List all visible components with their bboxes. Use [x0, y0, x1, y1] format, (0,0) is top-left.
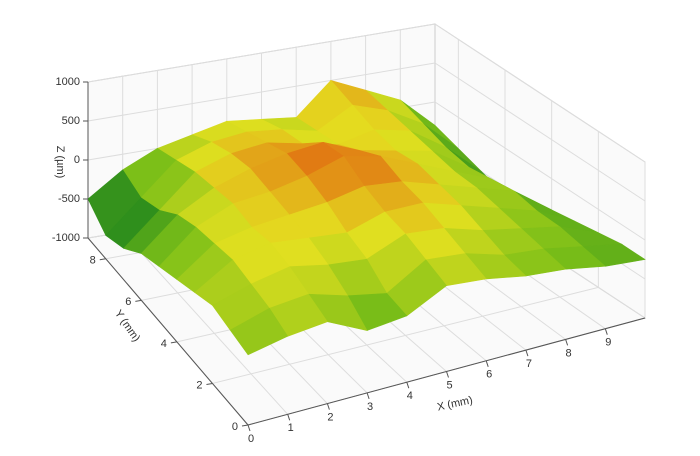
- y-tick: [99, 258, 106, 261]
- surface-cell: [229, 307, 289, 356]
- grid-line: [87, 23, 436, 83]
- y-tick-label: 0: [232, 421, 238, 433]
- labels: 0 1 2 3 4 5 6 7 8 9 0 2 4 6 8 -1000 -500 0 500 1000: [52, 76, 612, 445]
- x-tick: [366, 392, 370, 400]
- surface: [87, 79, 646, 356]
- x-tick: [485, 360, 489, 367]
- x-tick: [326, 403, 330, 410]
- x-tick: [565, 339, 569, 346]
- x-tick-label: 1: [288, 422, 294, 434]
- y-tick-label: 4: [161, 338, 167, 350]
- x-tick: [287, 414, 291, 421]
- x-tick: [525, 349, 529, 357]
- y-axis-line: [87, 237, 249, 426]
- grid-line: [212, 286, 599, 384]
- x-tick: [247, 424, 251, 432]
- y-tick-label: 2: [196, 379, 202, 391]
- z-tick-label: -500: [58, 193, 80, 205]
- y-tick: [170, 341, 177, 344]
- x-tick-label: 3: [367, 401, 373, 413]
- x-tick: [446, 371, 449, 378]
- z-tick-label: 500: [62, 115, 80, 127]
- x-tick-label: 9: [605, 337, 611, 349]
- x-tick-label: 2: [327, 412, 333, 424]
- x-tick-label: 4: [407, 390, 413, 402]
- x-tick-label: 8: [566, 347, 572, 359]
- y-tick: [135, 299, 142, 302]
- y-tick-label: 8: [90, 255, 96, 267]
- z-tick-label: 0: [74, 154, 80, 166]
- y-tick: [206, 382, 213, 385]
- x-tick-label: 7: [526, 358, 532, 370]
- x-tick: [604, 328, 608, 335]
- x-tick-label: 5: [446, 379, 452, 391]
- grid-line: [434, 101, 646, 241]
- grid-line: [87, 62, 436, 122]
- y-tick-label: 6: [125, 296, 131, 308]
- y-axis-title: Y (mm): [112, 308, 142, 344]
- x-tick-label: 0: [248, 433, 254, 445]
- grid-line: [122, 231, 289, 415]
- x-tick: [406, 382, 410, 389]
- z-axis-title: Z (µm): [54, 146, 66, 179]
- y-tick: [241, 424, 249, 427]
- grid-line: [434, 23, 646, 163]
- grid-line: [434, 62, 646, 202]
- z-tick-label: 1000: [56, 76, 80, 88]
- x-axis-title: X (mm): [436, 394, 474, 413]
- x-tick-label: 6: [486, 369, 492, 381]
- z-tick-label: -1000: [52, 232, 80, 244]
